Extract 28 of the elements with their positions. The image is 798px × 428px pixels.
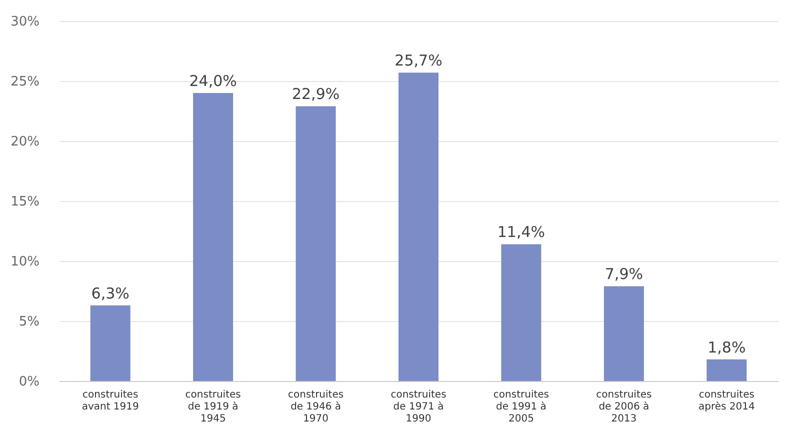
x-tick-label: construites de 1971 à 1990	[390, 390, 446, 424]
y-tick-label: 25%	[10, 74, 40, 90]
x-tick-label: construites de 1946 à 1970	[288, 390, 344, 424]
bar	[706, 359, 747, 381]
y-tick-label: 15%	[10, 194, 40, 210]
data-label: 22,9%	[292, 85, 340, 104]
x-tick-label: construites de 1991 à 2005	[493, 390, 550, 424]
x-tick-label: construites avant 1919	[82, 390, 139, 412]
data-label: 11,4%	[497, 223, 546, 242]
y-tick-label: 20%	[10, 134, 40, 150]
data-label: 6,3%	[91, 284, 130, 302]
bar	[90, 305, 130, 381]
y-tick-label: 10%	[10, 254, 40, 270]
bar	[193, 93, 234, 381]
bar	[501, 244, 542, 381]
data-label: 7,9%	[604, 265, 643, 284]
y-tick-label: 30%	[10, 14, 40, 30]
bar	[398, 72, 438, 381]
x-tick-label: construites de 2006 à 2013	[596, 390, 652, 424]
bar	[604, 286, 644, 381]
y-tick-label: 5%	[18, 314, 40, 330]
x-tick-label: construites de 1919 à 1945	[185, 390, 241, 424]
data-label: 24,0%	[189, 72, 237, 90]
y-tick-label: 0%	[18, 374, 40, 390]
bar	[296, 106, 336, 381]
x-tick-label: construites après 2014	[698, 390, 755, 412]
data-label: 25,7%	[394, 52, 442, 70]
data-label: 1,8%	[708, 338, 746, 356]
